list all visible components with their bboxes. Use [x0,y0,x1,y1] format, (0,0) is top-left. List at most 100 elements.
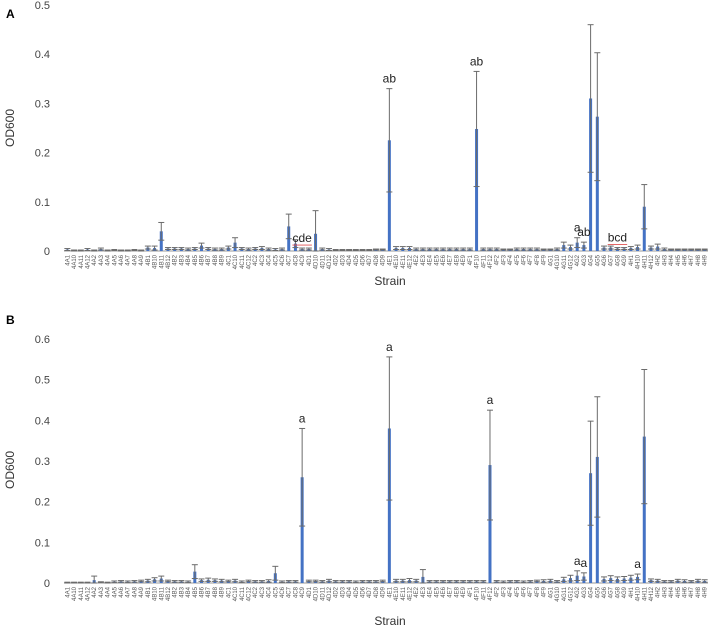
error-bar-4A9 [138,249,145,252]
error-bar-4H10 [634,244,641,250]
x-tick-label: 4H11 [642,586,648,601]
error-bar-4H12 [647,578,654,582]
error-bar-4D3 [339,249,346,252]
error-bar-4F8 [533,247,540,251]
error-bar-4F10 [473,70,480,188]
significance-label: a [574,554,581,568]
y-tick-label: 0.4 [35,49,50,61]
x-tick-label: 4D7 [367,586,373,598]
x-tick-label: 4H3 [662,586,668,598]
error-bar-4C4 [265,247,272,251]
error-bar-4B6 [198,242,205,249]
x-tick-label: 4G3 [582,254,588,266]
error-bar-4B9 [218,578,225,583]
x-tick-label: 4C11 [240,586,246,601]
error-bar-4B11 [158,221,165,241]
y-tick-label: 0.2 [35,148,50,160]
panel-b-label: B [6,313,15,327]
x-tick-label: 4C4 [267,586,273,598]
x-tick-label: 4B1 [146,254,152,265]
y-tick-label: 0.1 [35,537,50,549]
error-bar-4G5 [594,396,601,518]
x-tick-label: 4E3 [421,586,427,597]
x-tick-label: 4C8 [293,254,299,266]
x-tick-label: 4H12 [649,586,655,601]
significance-label: ab [577,225,591,239]
x-tick-label: 4B3 [179,254,185,265]
x-tick-label: 4F11 [481,254,487,268]
error-bar-4G8 [614,247,621,251]
error-bar-4D4 [346,580,353,583]
error-bar-4D8 [372,248,379,251]
x-tick-label: 4C12 [246,586,252,601]
error-bar-4D3 [339,580,346,583]
error-bar-4E10 [393,246,400,251]
x-tick-label: 4D4 [347,254,353,266]
error-bar-4F9 [540,248,547,251]
x-tick-label: 4H9 [703,254,708,266]
error-bar-4A2 [91,249,98,252]
x-tick-label: 4C11 [240,254,246,269]
error-bar-4H5 [674,578,681,583]
x-tick-label: 4H5 [676,254,682,266]
x-tick-label: 4C8 [293,586,299,598]
x-tick-label: 4C6 [280,254,286,266]
error-bar-4H9 [701,248,708,251]
significance-label: a [581,556,588,570]
error-bar-4B6 [198,578,205,582]
error-bar-4H11 [641,369,648,505]
x-tick-label: 4E6 [441,254,447,265]
x-tick-label: 4C7 [287,254,293,266]
error-bar-4A1 [64,248,71,252]
error-bar-4G9 [621,575,628,582]
x-tick-label: 4H9 [703,586,708,598]
x-tick-label: 4G7 [609,586,615,598]
x-tick-label: 4G6 [602,586,608,598]
error-bar-4B3 [178,247,185,251]
error-bar-4H7 [688,248,695,251]
x-tick-label: 4D2 [334,586,340,598]
error-bar-4F11 [480,580,487,583]
x-tick-label: 4F7 [528,586,534,597]
y-tick-label: 0.4 [35,415,50,427]
x-tick-label: 4F9 [542,254,548,265]
x-tick-label: 4G8 [615,254,621,266]
error-bar-4H9 [701,579,708,583]
error-bar-4C6 [279,580,286,584]
error-bar-4F8 [533,579,540,583]
x-tick-label: 4B10 [153,586,159,601]
error-bar-4C8 [292,580,299,583]
x-tick-label: 4E9 [461,254,467,265]
x-tick-label: 4G11 [562,254,568,269]
error-bar-4H10 [634,573,641,581]
error-bar-4H12 [647,245,654,250]
x-tick-label: 4D8 [374,254,380,266]
error-bar-4B5 [191,564,198,580]
significance-label: a [299,411,306,425]
x-tick-label: 4B6 [200,254,206,265]
error-bar-4B12 [164,247,171,251]
x-tick-label: 4B2 [173,586,179,597]
x-tick-label: 4F8 [535,586,541,597]
bar-4E1 [387,428,391,583]
x-tick-label: 4F5 [515,586,521,597]
error-bar-4F7 [527,580,534,583]
x-tick-label: 4C1 [226,586,232,598]
x-tick-label: 4H7 [689,586,695,598]
error-bar-4G12 [567,574,574,582]
error-bar-4C8 [292,239,299,249]
x-tick-label: 4G8 [615,586,621,598]
error-bar-4C10 [232,237,239,249]
error-bar-4C5 [272,565,279,581]
x-tick-label: 4G12 [568,586,574,601]
error-bar-4D6 [359,249,366,252]
error-bar-4G9 [621,247,628,251]
error-bar-4G11 [560,241,567,249]
x-tick-label: 4A1 [65,586,71,597]
x-tick-label: 4H4 [669,254,675,266]
x-tick-label: 4F4 [508,254,514,265]
x-tick-label: 4H4 [669,586,675,598]
x-tick-label: 4C9 [300,254,306,266]
x-tick-label: 4G3 [582,586,588,598]
panel-a-x-axis-title: Strain [374,274,405,288]
